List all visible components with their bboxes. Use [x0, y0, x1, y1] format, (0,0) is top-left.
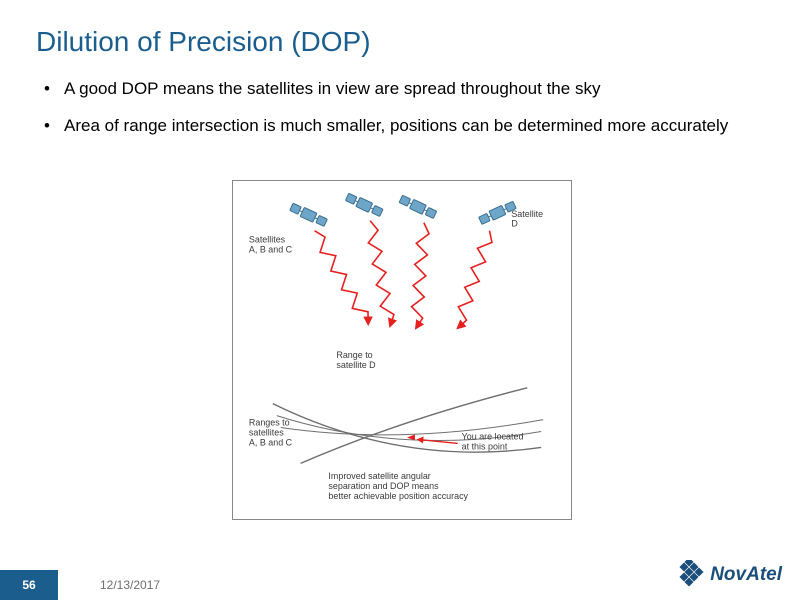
- bullet-list: A good DOP means the satellites in view …: [40, 78, 760, 152]
- svg-text:Improved satellite angularsepa: Improved satellite angularseparation and…: [328, 471, 468, 501]
- dop-svg: SatellitesA, B and C SatelliteD Range tosa…: [233, 181, 571, 519]
- dop-figure: SatellitesA, B and C SatelliteD Range tosa…: [232, 180, 572, 520]
- svg-text:Range tosatellite D: Range tosatellite D: [336, 350, 376, 370]
- bullet-item: Area of range intersection is much small…: [40, 115, 760, 138]
- slide-footer: 56 12/13/2017: [0, 570, 210, 600]
- svg-text:SatelliteD: SatelliteD: [511, 209, 543, 229]
- brand-wordmark: NovAtel: [710, 564, 782, 586]
- svg-text:SatellitesA, B and C: SatellitesA, B and C: [249, 235, 293, 255]
- slide-date: 12/13/2017: [100, 578, 160, 592]
- svg-text:You are locatedat this point: You are locatedat this point: [462, 431, 524, 451]
- bullet-item: A good DOP means the satellites in view …: [40, 78, 760, 101]
- page-number: 56: [0, 570, 58, 600]
- logo-icon: [674, 560, 704, 590]
- slide: { "title": { "text": "Dilution of Precis…: [0, 0, 800, 600]
- svg-text:Ranges tosatellitesA, B and C: Ranges tosatellitesA, B and C: [249, 418, 293, 448]
- page-title: Dilution of Precision (DOP): [36, 26, 371, 58]
- brand-logo: NovAtel: [674, 560, 782, 590]
